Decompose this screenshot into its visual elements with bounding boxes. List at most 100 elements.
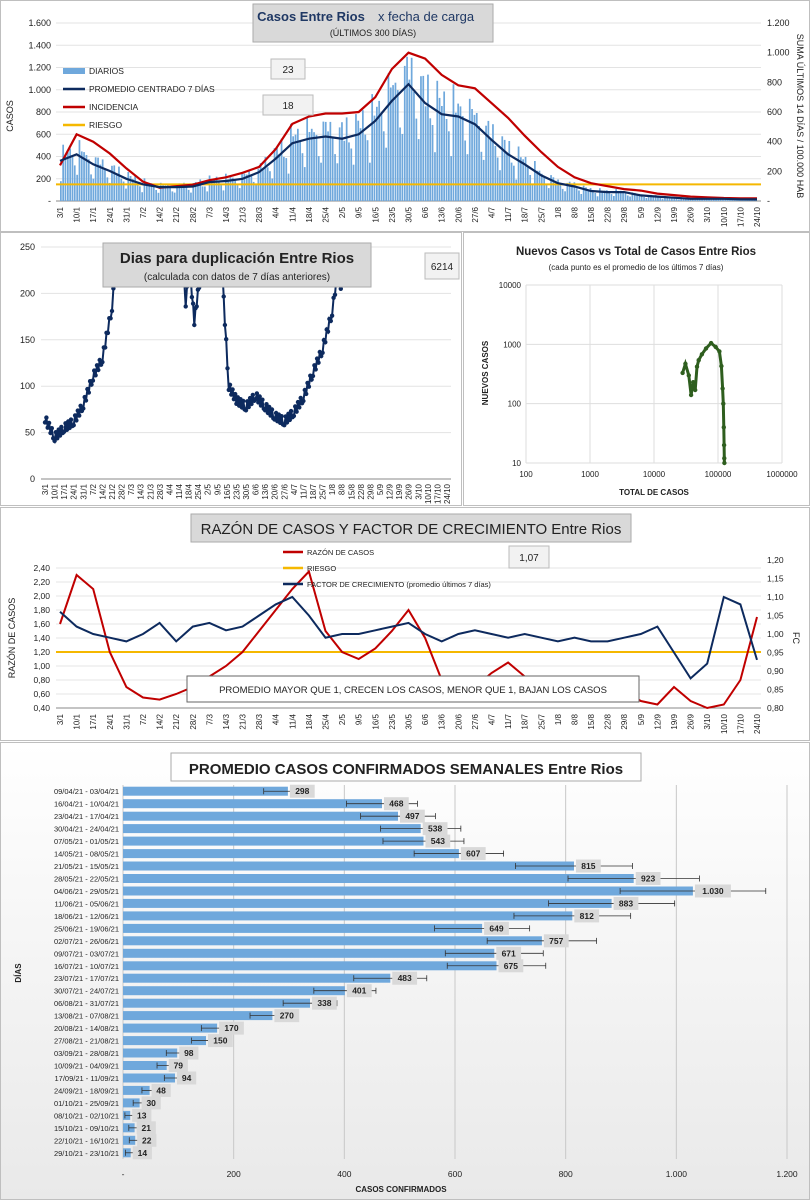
value-label: 401: [352, 986, 366, 996]
value-label: 6214: [431, 262, 454, 273]
x-tick-label: 24/1: [106, 713, 115, 729]
value-label: 483: [398, 973, 412, 983]
x-tick-label: 14/3: [137, 483, 146, 499]
legend-label: RIESGO: [89, 120, 122, 130]
x-tick-label: 28/2: [118, 483, 127, 499]
duplicacion-point: [284, 420, 290, 425]
duplicacion-point: [109, 308, 115, 314]
value-label: 543: [431, 836, 445, 846]
y-tick-label: 0,80: [33, 675, 50, 685]
x-tick-label: 400: [337, 1169, 351, 1179]
daily-bar: [106, 177, 109, 201]
daily-bar: [499, 170, 501, 201]
daily-bar: [313, 132, 315, 201]
daily-bar: [561, 188, 564, 201]
daily-bar: [650, 194, 652, 201]
x-tick-label: 19/9: [395, 483, 404, 499]
daily-bar: [538, 170, 541, 201]
category-label: 16/07/21 - 10/07/21: [54, 962, 119, 971]
y-right-tick-label: 1.200: [767, 18, 790, 28]
daily-bar: [329, 121, 332, 201]
value-label: 671: [502, 948, 516, 958]
x-tick-label: 18/7: [309, 483, 318, 499]
value-label: 48: [156, 1085, 166, 1095]
y-tick-label: 1.400: [28, 40, 51, 50]
daily-bar: [310, 128, 313, 201]
y-tick-label: 100: [508, 400, 522, 409]
x-tick-label: 17/1: [60, 483, 69, 499]
daily-bar: [278, 154, 281, 201]
daily-bar: [187, 189, 190, 201]
value-label: 150: [213, 1036, 227, 1046]
daily-bar: [320, 162, 322, 201]
daily-bar: [294, 134, 297, 201]
x-tick-label: 11/4: [288, 206, 297, 222]
daily-bar: [436, 80, 439, 201]
daily-bar: [708, 199, 710, 201]
daily-bar: [464, 140, 467, 201]
duplicacion-point: [77, 413, 82, 418]
x-tick-label: 18/7: [521, 713, 530, 729]
y-tick-label: 250: [20, 242, 35, 252]
daily-bar: [297, 128, 299, 201]
daily-bar: [517, 146, 520, 201]
category-label: 08/10/21 - 02/10/21: [54, 1111, 119, 1120]
x-tick-label: 4/7: [290, 483, 299, 495]
y-right-tick-label: -: [767, 196, 770, 206]
daily-bar: [331, 136, 334, 201]
x-tick-label: 25/7: [537, 206, 546, 222]
x-tick-label: 25/7: [537, 713, 546, 729]
daily-bar: [601, 190, 604, 201]
daily-bar: [369, 162, 371, 201]
daily-bar: [636, 194, 638, 201]
x-tick-label: 7/3: [205, 713, 214, 725]
x-tick-label: 8/8: [570, 713, 579, 725]
daily-bar: [401, 134, 404, 201]
weekly-bar: [123, 911, 573, 921]
daily-bar: [80, 151, 83, 201]
x-tick-label: 8/8: [570, 206, 579, 218]
x-tick-label: 1/8: [328, 483, 337, 495]
category-label: 23/07/21 - 17/07/21: [54, 974, 119, 983]
nuevos-vs-total-point: [721, 401, 726, 406]
daily-bar: [366, 140, 369, 201]
duplicacion-point: [316, 360, 321, 365]
value-label-box: [289, 784, 315, 798]
duplicacion-point: [305, 380, 310, 386]
value-label: 94: [182, 1073, 192, 1083]
daily-bar: [520, 157, 522, 201]
daily-bar: [668, 197, 671, 201]
weekly-bar: [123, 786, 288, 796]
y-tick-label: 0,40: [33, 703, 50, 713]
daily-bar: [450, 156, 453, 201]
x-tick-label: 7/2: [139, 713, 148, 725]
y-tick-label: 0: [30, 474, 35, 484]
daily-bar: [345, 117, 348, 201]
value-label-box: [136, 1121, 156, 1135]
duplicacion-point: [82, 394, 87, 400]
legend-label: PROMEDIO CENTRADO 7 DÍAS: [89, 84, 215, 94]
x-tick-label: 14/3: [222, 206, 231, 222]
daily-bar: [180, 186, 183, 201]
daily-bar: [243, 173, 246, 201]
x-tick-label: 28/3: [156, 483, 165, 499]
duplicacion-point: [298, 395, 303, 401]
x-tick-label: 24/1: [70, 483, 79, 499]
promedio-line: [59, 82, 758, 201]
daily-bar: [545, 184, 548, 201]
x-tick-label: 16/5: [371, 206, 380, 222]
daily-bar: [468, 98, 471, 201]
value-label: 21: [141, 1123, 151, 1133]
value-label: 79: [174, 1061, 184, 1071]
x-tick-label: 27/6: [280, 483, 289, 499]
chart-title: RAZÓN DE CASOS Y FACTOR DE CRECIMIENTO E…: [201, 521, 622, 538]
duplicacion-point: [192, 322, 197, 328]
daily-bar: [506, 153, 508, 201]
daily-bar: [661, 198, 664, 201]
x-tick-label: 30/5: [242, 483, 251, 499]
daily-bar: [531, 184, 534, 201]
value-label-box: [177, 1071, 197, 1085]
daily-bar: [101, 159, 104, 201]
x-tick-label: 11/7: [299, 483, 308, 499]
x-tick-label: 7/2: [89, 483, 98, 495]
